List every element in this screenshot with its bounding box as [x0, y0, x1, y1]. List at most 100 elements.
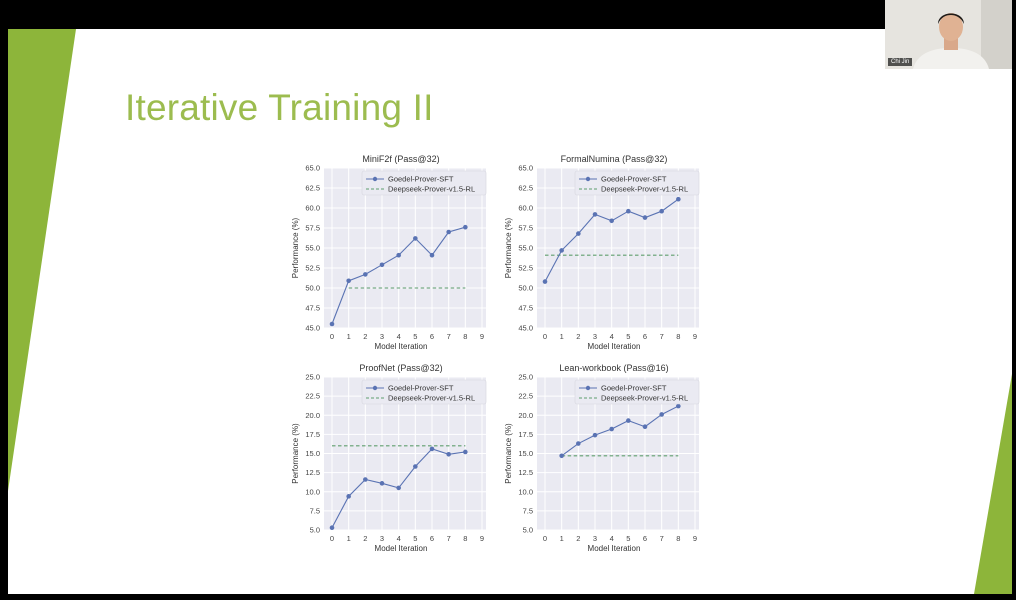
y-tick-label: 65.0	[518, 164, 533, 173]
data-point	[576, 231, 581, 236]
x-tick-label: 0	[330, 332, 334, 341]
x-tick-label: 2	[576, 534, 580, 543]
legend-entry: Goedel-Prover-SFT	[601, 175, 667, 184]
x-axis-label: Model Iteration	[375, 544, 428, 553]
data-point	[413, 236, 418, 241]
x-tick-label: 2	[363, 332, 367, 341]
data-point	[346, 494, 351, 499]
legend-entry: Deepseek-Prover-v1.5-RL	[601, 394, 688, 403]
x-tick-label: 5	[626, 534, 630, 543]
legend-marker	[585, 176, 591, 182]
y-axis-label: Performance (%)	[504, 423, 513, 484]
data-point	[676, 403, 681, 409]
y-tick-label: 50.0	[305, 284, 320, 293]
participant-name-label: Chi Jin	[888, 58, 913, 66]
data-point	[592, 432, 598, 438]
y-tick-label: 17.5	[518, 430, 533, 439]
data-point	[413, 464, 418, 469]
x-tick-label: 7	[447, 332, 451, 341]
data-point	[363, 477, 368, 482]
chart-title: Lean-workbook (Pass@16)	[559, 363, 668, 373]
x-tick-label: 3	[380, 534, 384, 543]
x-tick-label: 1	[347, 534, 351, 543]
y-tick-label: 47.5	[518, 304, 533, 313]
data-point	[559, 453, 564, 459]
legend-entry: Goedel-Prover-SFT	[601, 384, 667, 393]
x-tick-label: 0	[330, 534, 334, 543]
chart-title: MiniF2f (Pass@32)	[362, 154, 439, 164]
legend-marker	[585, 385, 591, 391]
data-point	[642, 424, 648, 430]
legend-box	[361, 170, 487, 196]
legend-entry: Deepseek-Prover-v1.5-RL	[388, 185, 475, 194]
person-video-feed	[885, 0, 1012, 69]
x-tick-label: 5	[626, 332, 630, 341]
y-tick-label: 45.0	[518, 324, 533, 333]
x-tick-label: 0	[543, 332, 547, 341]
x-axis-label: Model Iteration	[588, 342, 641, 351]
y-axis-label: Performance (%)	[291, 423, 300, 484]
data-point	[559, 248, 564, 253]
data-point	[379, 262, 385, 268]
data-point	[626, 418, 631, 423]
data-point	[363, 272, 368, 277]
chart-panel-proofnet: 5.0 7.5 10.0 12.5 15.0 17.5 20.0 22.5 25.0 0 1 2 3 4 5…	[291, 363, 487, 553]
webcam-thumbnail[interactable]: Chi Jin	[885, 0, 1012, 69]
data-point	[676, 196, 681, 202]
x-tick-label: 6	[643, 534, 647, 543]
data-point	[592, 212, 598, 217]
data-point	[626, 208, 631, 214]
data-point	[576, 441, 581, 446]
y-tick-label: 52.5	[518, 264, 533, 273]
y-tick-label: 12.5	[518, 468, 533, 477]
data-point	[642, 215, 648, 220]
legend-box	[574, 170, 700, 196]
y-tick-label: 55.0	[305, 244, 320, 253]
y-tick-label: 7.5	[310, 506, 320, 515]
chart-panel-formalnumina: 45.0 47.5 50.0 52.5 55.0 57.5 60.0 62.5 65.0 0 1 2 3…	[504, 154, 700, 351]
x-tick-label: 3	[593, 332, 597, 341]
x-tick-label: 4	[397, 534, 401, 543]
data-point	[446, 451, 451, 457]
y-tick-label: 62.5	[305, 184, 320, 193]
legend-entry: Goedel-Prover-SFT	[388, 384, 454, 393]
data-point	[396, 485, 401, 491]
y-tick-label: 47.5	[305, 304, 320, 313]
y-tick-label: 12.5	[305, 468, 320, 477]
y-tick-label: 5.0	[310, 526, 320, 535]
y-tick-label: 25.0	[305, 373, 320, 382]
x-tick-label: 5	[413, 332, 417, 341]
x-tick-label: 4	[610, 534, 614, 543]
x-tick-label: 8	[463, 332, 467, 341]
slide-decoration	[8, 29, 1012, 594]
x-axis-label: Model Iteration	[375, 342, 428, 351]
y-tick-label: 10.0	[305, 487, 320, 496]
x-tick-label: 8	[676, 332, 680, 341]
x-tick-label: 9	[480, 534, 484, 543]
presentation-slide: Iterative Training II	[8, 29, 1012, 594]
x-tick-label: 9	[480, 332, 484, 341]
data-point	[379, 481, 385, 486]
legend-marker	[372, 385, 378, 391]
x-tick-label: 3	[380, 332, 384, 341]
x-tick-label: 4	[610, 332, 614, 341]
y-tick-label: 45.0	[305, 324, 320, 333]
data-point	[463, 449, 468, 455]
x-tick-label: 7	[660, 534, 664, 543]
data-point	[429, 446, 435, 452]
chart-panel-minif2f: 45.0 47.5 50.0 52.5 55.0 57.5 60.0 62.5 65.0 0 1 2 3…	[291, 154, 487, 351]
data-point	[346, 278, 351, 284]
data-point	[429, 252, 435, 258]
x-tick-label: 1	[560, 332, 564, 341]
legend-marker	[372, 176, 378, 182]
y-tick-label: 15.0	[305, 449, 320, 458]
x-tick-label: 9	[693, 332, 697, 341]
x-tick-label: 2	[576, 332, 580, 341]
x-tick-label: 7	[660, 332, 664, 341]
x-tick-label: 6	[430, 332, 434, 341]
y-tick-label: 20.0	[518, 411, 533, 420]
y-tick-label: 7.5	[523, 506, 533, 515]
x-tick-label: 0	[543, 534, 547, 543]
